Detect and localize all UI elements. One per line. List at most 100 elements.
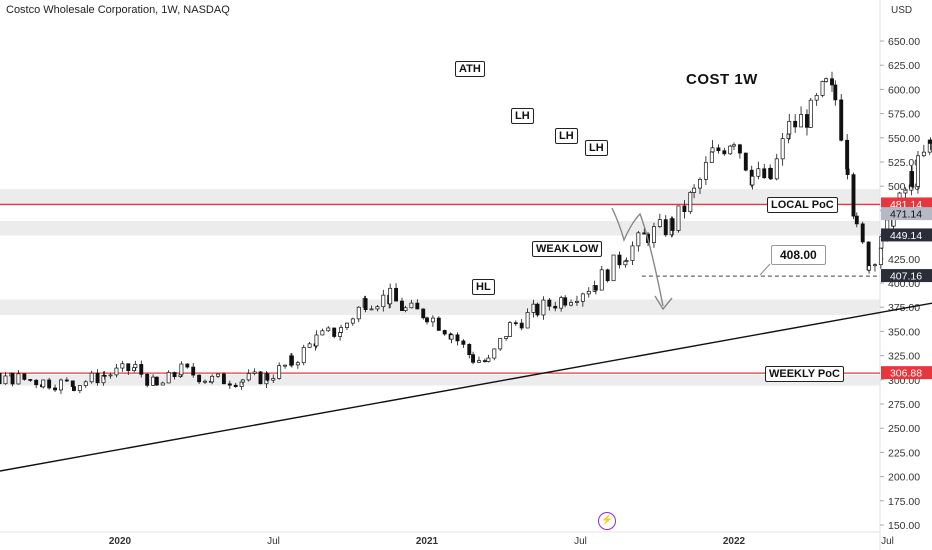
candle-body [830,78,834,86]
target-pointer [759,263,771,276]
resistance-zone [0,189,880,205]
candle-body [421,308,426,319]
candle-body [59,379,63,391]
candle-body [762,168,767,179]
candle-body [10,372,15,385]
candle-body [531,303,536,313]
candle-body [289,355,294,366]
candle-body [688,192,693,213]
candle-body [126,363,131,371]
y-tick-label: 150.00 [888,520,920,532]
candle-body [314,334,319,347]
candle-body [430,317,435,323]
candle-body [513,322,518,325]
candle-body [415,302,420,310]
candle-body [41,379,46,388]
price-tag [881,228,932,242]
candle-body [166,372,171,384]
candle-body [108,374,113,377]
candle-body [867,265,872,271]
candle-body [903,189,908,194]
candle-body [83,381,88,386]
candle-body [799,114,804,128]
candle-body [860,223,865,243]
y-tick-label: 225.00 [888,447,920,459]
candle-body [64,379,69,382]
candle-body [77,385,82,391]
candle-body [53,387,58,391]
candle-body [425,317,429,323]
price-tag-label: 471.14 [890,209,922,221]
candle-body [878,247,883,266]
candle-body [851,174,856,217]
candle-body [16,373,21,385]
candle-body [403,307,408,312]
candle-body [921,151,926,157]
candle-body [732,144,736,147]
candle-body [642,232,647,235]
candle-body [22,373,27,380]
candle-body [197,374,202,383]
candle-body [670,218,675,231]
candle-body [394,287,399,302]
candle-body [133,364,138,368]
candle-body [651,226,656,244]
candle-body [535,303,540,316]
candle-body [210,375,215,383]
candle-body [676,205,681,231]
weekly-poc-label: WEEKLY PoC [765,366,844,382]
support-zone [0,221,880,236]
candle-body [750,175,755,186]
lightning-icon[interactable]: ⚡ [598,512,616,530]
candle-body [916,155,920,187]
candle-body [774,158,779,180]
candle-body [95,372,100,384]
candle-body [839,99,844,141]
candle-body [833,84,838,101]
local-poc-label: LOCAL PoC [767,197,838,213]
candle-body [682,205,687,213]
candle-body [793,120,798,128]
candle-body [586,290,591,295]
chart-title: Costco Wholesale Corporation, 1W, NASDAQ [6,4,230,16]
candle-body [89,372,94,383]
candle-body [928,139,932,144]
candle-body [780,138,785,160]
y-tick-label: 275.00 [888,399,920,411]
y-tick-label: 250.00 [888,423,920,435]
price-tag [881,366,932,380]
weekly-zone [0,374,880,386]
candle-body [541,299,546,316]
x-tick-label: Jul [574,536,587,547]
candle-body [525,312,530,329]
y-tick-label: 650.00 [888,36,920,48]
candle-body [722,150,727,155]
candle-body [703,162,708,180]
candle-body [728,145,733,155]
candle-body [471,354,476,363]
candle-body [139,364,144,375]
candle-body [467,344,472,355]
candle-body [716,147,721,152]
y-tick-label: 200.00 [888,472,920,484]
candle-body [910,171,915,187]
candle-body [102,374,107,377]
candle-body [710,147,715,153]
candle-body [363,298,368,311]
y-tick-label: 175.00 [888,496,920,508]
y-tick-label: 325.00 [888,351,920,363]
candle-body [636,232,641,247]
candle-body [320,330,325,336]
candle-body [400,300,404,312]
candle-body [482,360,487,362]
y-tick-label: 600.00 [888,84,920,96]
candle-body [845,168,850,175]
candle-body [332,327,337,337]
candle-body [344,322,349,328]
candle-body [0,372,2,385]
lh-label-3: LH [585,140,608,156]
target-price-label: 408.00 [771,245,826,265]
candle-body [246,373,251,381]
